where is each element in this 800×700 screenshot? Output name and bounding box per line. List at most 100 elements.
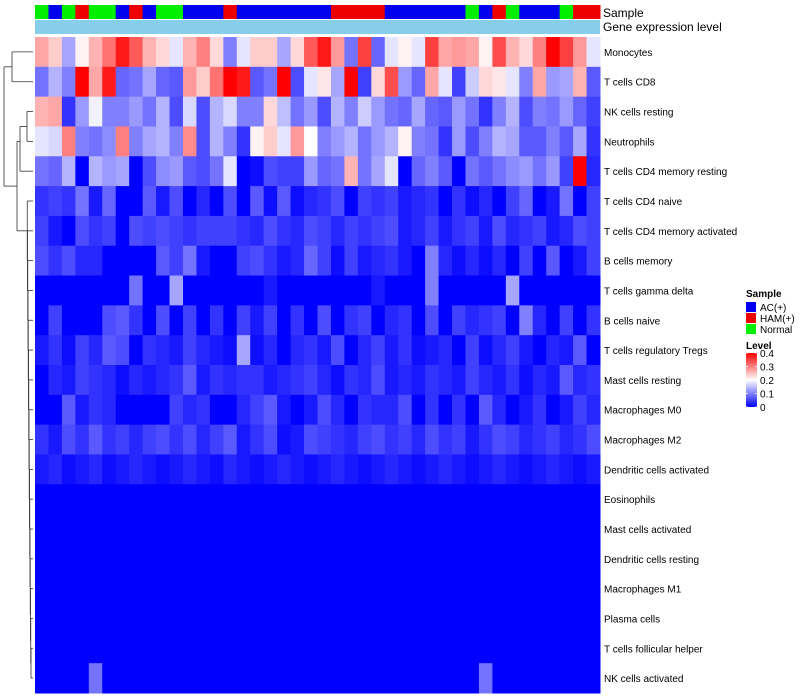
row-dendrogram: [3, 51, 33, 679]
heatmap-cell: [290, 96, 305, 127]
heatmap-cell: [304, 305, 318, 336]
heatmap-cell: [236, 305, 251, 336]
heatmap-cell: [357, 66, 372, 98]
sample-cell: [344, 5, 359, 19]
heatmap-cell: [263, 335, 278, 366]
sample-legend-label: Normal: [760, 325, 792, 336]
heatmap-cell: [532, 245, 547, 277]
heatmap-cell: [492, 424, 507, 455]
heatmap-cell: [142, 37, 157, 68]
heatmap-cell: [250, 633, 265, 664]
heatmap-cell: [371, 335, 386, 366]
heatmap-cell: [304, 543, 318, 575]
heatmap-cell: [223, 424, 238, 455]
heatmap-cell: [425, 663, 440, 694]
heatmap-cell: [411, 186, 426, 217]
heatmap-cell: [492, 96, 507, 127]
heatmap-cell: [102, 543, 117, 575]
heatmap-cell: [129, 66, 144, 98]
heatmap-cell: [505, 96, 520, 127]
heatmap-cell: [398, 424, 413, 455]
heatmap-cell: [35, 663, 49, 694]
heatmap-cell: [519, 245, 534, 277]
heatmap-cell: [478, 603, 493, 634]
heatmap-cell: [398, 245, 413, 277]
heatmap-cell: [115, 126, 130, 157]
heatmap-cell: [277, 37, 292, 68]
heatmap-cell: [546, 603, 561, 634]
heatmap-cell: [586, 573, 601, 605]
heatmap-cell: [196, 305, 211, 336]
heatmap-cell: [263, 186, 278, 217]
heatmap-cell: [88, 335, 103, 366]
heatmap-cell: [102, 275, 117, 306]
row-label: Monocytes: [604, 48, 652, 59]
heatmap-cell: [263, 305, 278, 336]
heatmap-cell: [48, 335, 63, 366]
heatmap-cell: [452, 305, 466, 336]
heatmap-cell: [478, 484, 493, 515]
heatmap-cell: [344, 335, 359, 366]
heatmap-cell: [182, 424, 197, 455]
heatmap-cell: [546, 215, 561, 247]
heatmap-cell: [88, 37, 103, 68]
heatmap-cell: [102, 603, 117, 634]
heatmap-cell: [505, 156, 520, 187]
heatmap-cell: [519, 484, 534, 515]
heatmap-cell: [573, 245, 588, 277]
heatmap-cell: [236, 514, 251, 545]
heatmap-cell: [263, 394, 278, 426]
heatmap-cell: [156, 514, 171, 545]
heatmap-cell: [452, 543, 466, 575]
heatmap-cell: [277, 66, 292, 98]
heatmap-cell: [546, 126, 561, 157]
heatmap-cell: [236, 275, 251, 306]
heatmap-cell: [75, 275, 90, 306]
heatmap-cell: [129, 663, 144, 694]
heatmap-cell: [61, 335, 76, 366]
heatmap-cell: [438, 305, 453, 336]
heatmap-cell: [425, 215, 440, 247]
heatmap-cell: [317, 454, 332, 485]
heatmap-cell: [438, 275, 453, 306]
heatmap-cell: [88, 186, 103, 217]
heatmap-cell: [209, 335, 224, 366]
heatmap-cell: [115, 37, 130, 68]
heatmap-cell: [371, 365, 386, 396]
heatmap-cell: [250, 215, 265, 247]
heatmap-cell: [209, 215, 224, 247]
heatmap-cell: [465, 275, 480, 306]
heatmap-cell: [532, 156, 547, 187]
heatmap-cell: [209, 394, 224, 426]
heatmap-cell: [142, 156, 157, 187]
heatmap-cell: [156, 424, 171, 455]
heatmap-cell: [290, 365, 305, 396]
heatmap-cell: [398, 335, 413, 366]
row-label: NK cells resting: [604, 108, 673, 119]
row-label: Mast cells activated: [604, 525, 691, 536]
heatmap-cell: [263, 663, 278, 694]
heatmap-cell: [196, 543, 211, 575]
heatmap-cell: [263, 454, 278, 485]
heatmap-cell: [48, 663, 63, 694]
heatmap-cell: [532, 573, 547, 605]
heatmap-cell: [586, 245, 601, 277]
heatmap-cell: [142, 275, 157, 306]
heatmap-cell: [196, 633, 211, 664]
heatmap-cell: [169, 454, 184, 485]
heatmap-cell: [384, 275, 399, 306]
heatmap-cell: [586, 603, 601, 634]
heatmap-cell: [102, 484, 117, 515]
heatmap-cell: [88, 603, 103, 634]
heatmap-cell: [290, 37, 305, 68]
heatmap-cell: [398, 514, 413, 545]
heatmap-cell: [236, 633, 251, 664]
heatmap-cell: [196, 484, 211, 515]
heatmap-cell: [492, 245, 507, 277]
heatmap-cell: [505, 514, 520, 545]
heatmap-cell: [411, 275, 426, 306]
level-legend-colorbar: [746, 353, 757, 407]
heatmap-cell: [330, 394, 345, 426]
heatmap-cell: [48, 543, 63, 575]
heatmap-cell: [586, 96, 601, 127]
